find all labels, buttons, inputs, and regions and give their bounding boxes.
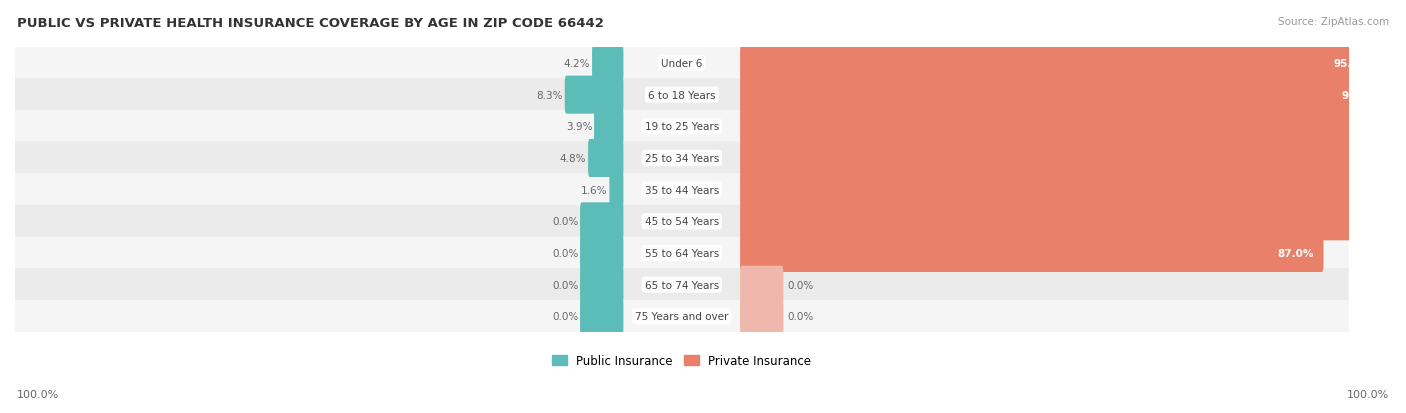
Text: 0.0%: 0.0% [553, 280, 578, 290]
FancyBboxPatch shape [15, 268, 1348, 301]
FancyBboxPatch shape [581, 235, 623, 272]
Text: 65 to 74 Years: 65 to 74 Years [644, 280, 718, 290]
Text: 45 to 54 Years: 45 to 54 Years [644, 217, 718, 227]
FancyBboxPatch shape [581, 266, 623, 304]
Text: Under 6: Under 6 [661, 59, 703, 69]
Text: 0.0%: 0.0% [787, 280, 813, 290]
Legend: Public Insurance, Private Insurance: Public Insurance, Private Insurance [548, 350, 815, 372]
Text: 4.8%: 4.8% [560, 154, 586, 164]
FancyBboxPatch shape [588, 140, 623, 178]
Text: 25 to 34 Years: 25 to 34 Years [644, 154, 718, 164]
FancyBboxPatch shape [15, 174, 1348, 206]
Text: 3.9%: 3.9% [565, 122, 592, 132]
Text: 55 to 64 Years: 55 to 64 Years [644, 248, 718, 259]
Text: PUBLIC VS PRIVATE HEALTH INSURANCE COVERAGE BY AGE IN ZIP CODE 66442: PUBLIC VS PRIVATE HEALTH INSURANCE COVER… [17, 17, 603, 29]
FancyBboxPatch shape [740, 235, 1323, 272]
Text: 0.0%: 0.0% [787, 311, 813, 322]
FancyBboxPatch shape [740, 171, 1406, 209]
Text: 100.0%: 100.0% [1347, 389, 1389, 399]
FancyBboxPatch shape [581, 203, 623, 241]
FancyBboxPatch shape [15, 47, 1348, 80]
Text: 98.8%: 98.8% [1357, 154, 1392, 164]
FancyBboxPatch shape [15, 237, 1348, 270]
Text: 0.0%: 0.0% [553, 248, 578, 259]
Text: 19 to 25 Years: 19 to 25 Years [644, 122, 718, 132]
FancyBboxPatch shape [15, 142, 1348, 175]
FancyBboxPatch shape [15, 79, 1348, 112]
Text: 100.0%: 100.0% [1357, 217, 1400, 227]
Text: 0.0%: 0.0% [553, 217, 578, 227]
FancyBboxPatch shape [592, 45, 623, 83]
FancyBboxPatch shape [565, 76, 623, 114]
Text: 6 to 18 Years: 6 to 18 Years [648, 90, 716, 100]
Text: 98.4%: 98.4% [1354, 122, 1391, 132]
Text: 4.2%: 4.2% [564, 59, 591, 69]
Text: 35 to 44 Years: 35 to 44 Years [644, 185, 718, 195]
Text: 1.6%: 1.6% [581, 185, 607, 195]
FancyBboxPatch shape [15, 111, 1348, 143]
FancyBboxPatch shape [740, 203, 1406, 241]
Text: 8.3%: 8.3% [537, 90, 562, 100]
FancyBboxPatch shape [740, 108, 1399, 146]
Text: Source: ZipAtlas.com: Source: ZipAtlas.com [1278, 17, 1389, 26]
Text: 100.0%: 100.0% [1357, 185, 1400, 195]
Text: 0.0%: 0.0% [553, 311, 578, 322]
Text: 96.5%: 96.5% [1341, 90, 1376, 100]
FancyBboxPatch shape [609, 171, 623, 209]
FancyBboxPatch shape [740, 266, 783, 304]
Text: 100.0%: 100.0% [17, 389, 59, 399]
FancyBboxPatch shape [740, 45, 1379, 83]
FancyBboxPatch shape [740, 298, 783, 335]
Text: 87.0%: 87.0% [1278, 248, 1313, 259]
FancyBboxPatch shape [740, 140, 1402, 178]
FancyBboxPatch shape [595, 108, 623, 146]
Text: 75 Years and over: 75 Years and over [636, 311, 728, 322]
FancyBboxPatch shape [15, 300, 1348, 333]
Text: 95.3%: 95.3% [1333, 59, 1369, 69]
FancyBboxPatch shape [740, 76, 1386, 114]
FancyBboxPatch shape [15, 205, 1348, 238]
FancyBboxPatch shape [581, 298, 623, 335]
